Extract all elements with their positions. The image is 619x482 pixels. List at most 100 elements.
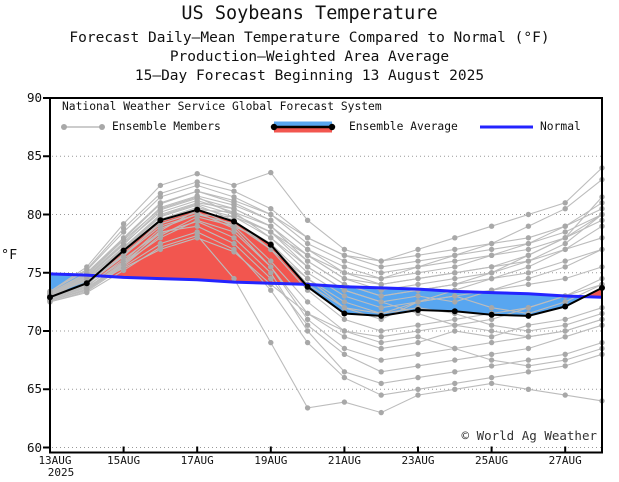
ensemble-member-dot [415,351,421,357]
ensemble-member-dot [378,345,384,352]
ensemble-member-dot [415,252,421,258]
ensemble-member-dot [304,240,311,247]
ensemble-average-legend-red-band [274,127,332,133]
ensemble-member-dot [268,235,274,241]
ensemble-member-dot [378,270,384,276]
ensemble-member-dot [120,265,127,271]
ensemble-member-dot [562,240,568,247]
ensemble-member-dot [525,322,532,328]
ensemble-member-dot [562,264,568,270]
chart-title: US Soybeans Temperature [181,3,438,24]
ensemble-member-dot [452,246,458,253]
ensemble-average-dot [83,280,90,287]
ensemble-member-dot [231,182,237,189]
ensemble-member-dot [268,275,274,282]
ensemble-member-dot [341,287,348,293]
ensemble-member-dot [415,299,421,305]
ensemble-average-dot [304,283,311,290]
ensemble-member-line-24 [49,237,603,338]
ensemble-member-dot [452,322,458,328]
ensemble-member-dot [452,281,458,288]
ensemble-member-dot [231,188,237,194]
ensemble-member-dot [415,339,421,346]
ensemble-member-dot [488,240,495,247]
plot-border [49,97,603,454]
ensemble-member-dot [268,264,274,270]
ensemble-member-dot [268,211,274,218]
chart-subtitle-1: Forecast Daily–Mean Temperature Compared… [69,30,550,46]
ensemble-member-line-23 [49,167,603,292]
ensemble-member-dot [341,334,348,340]
ensemble-member-dot [157,207,164,213]
ensemble-member-dot [341,246,348,253]
ensemble-member-dot [415,275,421,282]
ensemble-member-dot [378,305,384,311]
ensemble-member-dot [194,188,200,194]
ensemble-member-dot [341,351,348,357]
legend-label-ensemble-average: Ensemble Average [349,120,458,133]
ensemble-member-dot [525,240,532,247]
ensemble-member-dot [452,328,458,334]
ensemble-member-dot [304,258,311,264]
ensemble-member-dot [378,258,384,264]
ensemble-member-dot [120,236,127,242]
ensemble-member-dot [488,270,495,276]
ensemble-member-dot [231,197,237,204]
ensemble-member-dot [488,351,495,357]
ensemble-member-dot [525,345,532,352]
ensemble-member-dot [268,339,274,346]
ensemble-member-dot [304,246,311,253]
ensemble-member-dot [562,328,568,334]
ensemble-member-dot [231,240,237,247]
ensemble-member-dot [194,195,200,201]
ensemble-member-dot [194,179,200,185]
ensemble-member-line-19 [49,179,603,297]
ensemble-member-dot [231,249,237,255]
ensemble-member-dot [304,217,311,223]
ensemble-member-dot [415,322,421,328]
ensemble-member-dot [562,246,568,253]
ensemble-member-line-3 [49,184,603,292]
ensemble-member-dot [488,223,495,229]
ensemble-member-dot [452,357,458,363]
legend-label-normal: Normal [540,120,581,133]
ensemble-member-dot [562,200,568,206]
ensemble-member-dot [562,351,568,357]
ensemble-member-dot [341,316,348,323]
ensemble-member-dot [157,182,164,189]
ensemble-member-dot [488,322,495,328]
ensemble-member-dot [378,339,384,346]
ensemble-member-dot [488,380,495,387]
ensemble-member-dot [562,357,568,363]
ensemble-member-dot [304,252,311,258]
ensemble-member-dot [562,334,568,340]
ensemble-member-dot [378,369,384,375]
ensemble-member-dot [488,328,495,334]
ensemble-member-dot [452,386,458,392]
ensemble-member-dot [415,328,421,334]
ensemble-member-dot [304,339,311,346]
ensemble-member-dot [378,334,384,340]
x-axis-year-label: 2025 [47,466,75,479]
ensemble-member-dot [452,270,458,276]
ensemble-member-dot [452,316,458,323]
ensemble-member-dot [268,270,274,276]
ensemble-member-dot [488,363,495,369]
y-tick-label-70: 70 [26,323,42,338]
ensemble-member-dot [415,264,421,270]
ensemble-member-dot [525,258,532,264]
ensemble-member-dot [341,258,348,264]
ensemble-member-dot [120,253,127,260]
ensemble-member-dot [268,229,274,235]
ensemble-member-dot [341,270,348,276]
ensemble-member-dot [378,299,384,305]
ensemble-member-line-21 [49,196,603,297]
y-tick-label-65: 65 [26,381,42,397]
ensemble-member-dot [452,345,458,352]
ensemble-member-dot [378,380,384,387]
ensemble-member-dot [194,214,200,220]
ensemble-member-dot [194,235,200,241]
ensemble-member-dot [268,258,274,264]
ensemble-member-dot [525,223,532,229]
ensemble-member-line-25 [49,209,603,315]
